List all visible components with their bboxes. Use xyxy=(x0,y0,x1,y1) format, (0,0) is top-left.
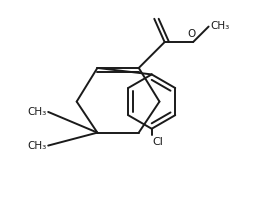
Text: CH₃: CH₃ xyxy=(27,141,46,150)
Text: CH₃: CH₃ xyxy=(211,21,230,31)
Text: Cl: Cl xyxy=(153,137,163,147)
Text: CH₃: CH₃ xyxy=(27,107,46,117)
Text: O: O xyxy=(188,30,196,39)
